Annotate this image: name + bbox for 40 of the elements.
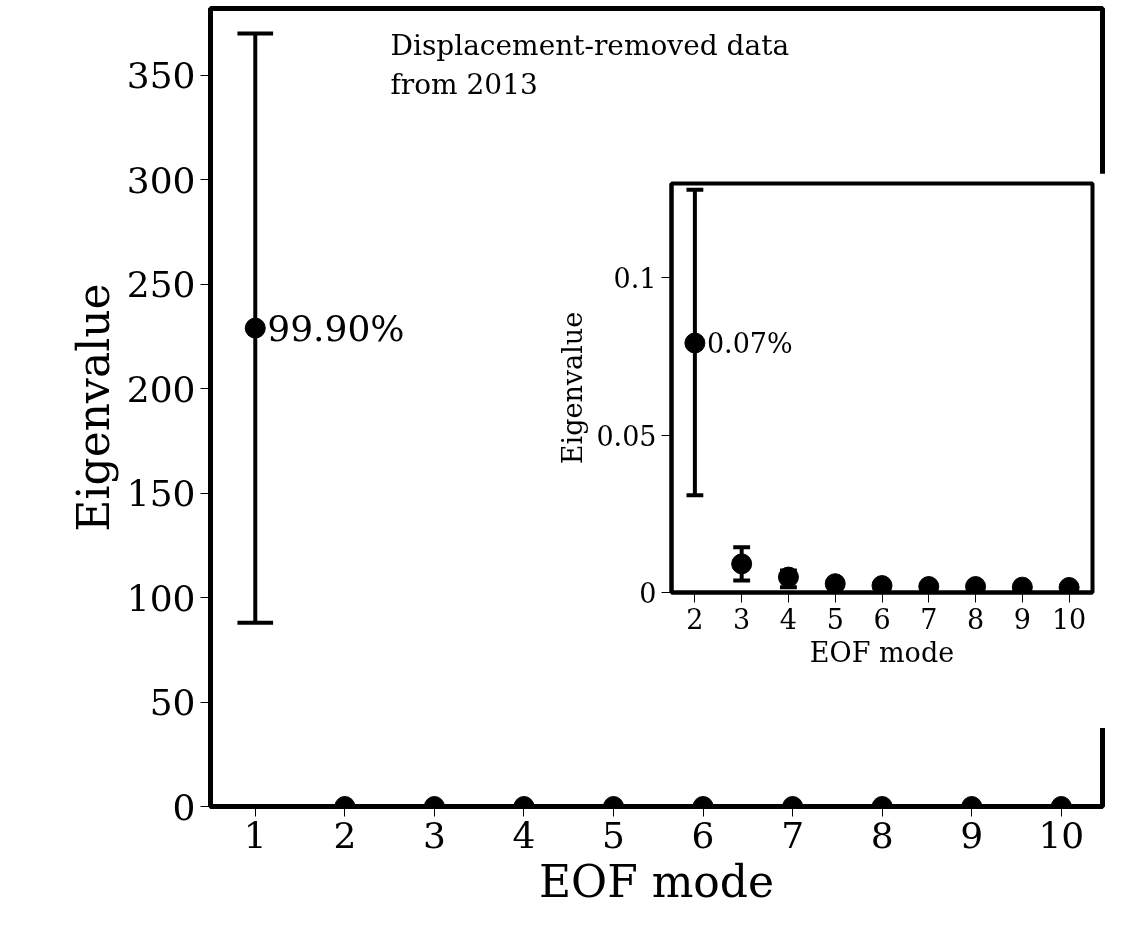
y-tick-label: 0.1 bbox=[613, 263, 657, 295]
x-tick-label: 7 bbox=[920, 603, 938, 635]
x-tick-label: 3 bbox=[733, 603, 751, 635]
x-tick-label: 8 bbox=[870, 814, 894, 856]
annotation: 99.90% bbox=[267, 307, 405, 349]
x-tick-label: 9 bbox=[1013, 603, 1031, 635]
y-tick-label: 200 bbox=[126, 368, 196, 410]
x-tick-label: 6 bbox=[873, 603, 891, 635]
x-tick-label: 5 bbox=[602, 814, 625, 856]
x-tick-label: 6 bbox=[691, 814, 715, 856]
y-tick-label: 150 bbox=[126, 473, 196, 515]
x-tick-label: 2 bbox=[333, 814, 357, 856]
y-tick-label: 350 bbox=[126, 55, 196, 97]
point bbox=[684, 332, 706, 354]
x-tick-label: 1 bbox=[243, 814, 267, 856]
y-tick-label: 0 bbox=[639, 578, 657, 609]
x-tick-label: 7 bbox=[781, 814, 805, 856]
x-tick-label: 4 bbox=[779, 603, 798, 635]
y-tick-label: 100 bbox=[126, 577, 196, 619]
x-tick-label: 4 bbox=[512, 814, 536, 856]
x-axis-title: EOF mode bbox=[809, 636, 955, 668]
y-tick-label: 0 bbox=[172, 786, 196, 828]
y-tick-label: 250 bbox=[126, 264, 196, 306]
y-tick-label: 300 bbox=[126, 159, 196, 201]
annotation: 0.07% bbox=[706, 327, 793, 359]
x-tick-label: 8 bbox=[966, 603, 985, 635]
x-tick-label: 10 bbox=[1051, 603, 1087, 635]
point bbox=[871, 575, 893, 593]
x-tick-label: 2 bbox=[686, 603, 704, 635]
y-axis-title: Eigenvalue bbox=[67, 283, 119, 532]
x-tick-label: 3 bbox=[422, 814, 446, 856]
annotation: Displacement-removed data from 2013 bbox=[390, 28, 790, 102]
y-tick-label: 0.05 bbox=[596, 420, 657, 452]
y-tick-label: 50 bbox=[149, 682, 196, 724]
x-tick-label: 5 bbox=[826, 603, 844, 635]
y-axis-title: Eigenvalue bbox=[557, 311, 589, 465]
point bbox=[824, 573, 846, 593]
x-tick-label: 9 bbox=[960, 814, 984, 856]
x-axis-title: EOF mode bbox=[538, 855, 775, 907]
x-tick-label: 10 bbox=[1038, 814, 1085, 856]
